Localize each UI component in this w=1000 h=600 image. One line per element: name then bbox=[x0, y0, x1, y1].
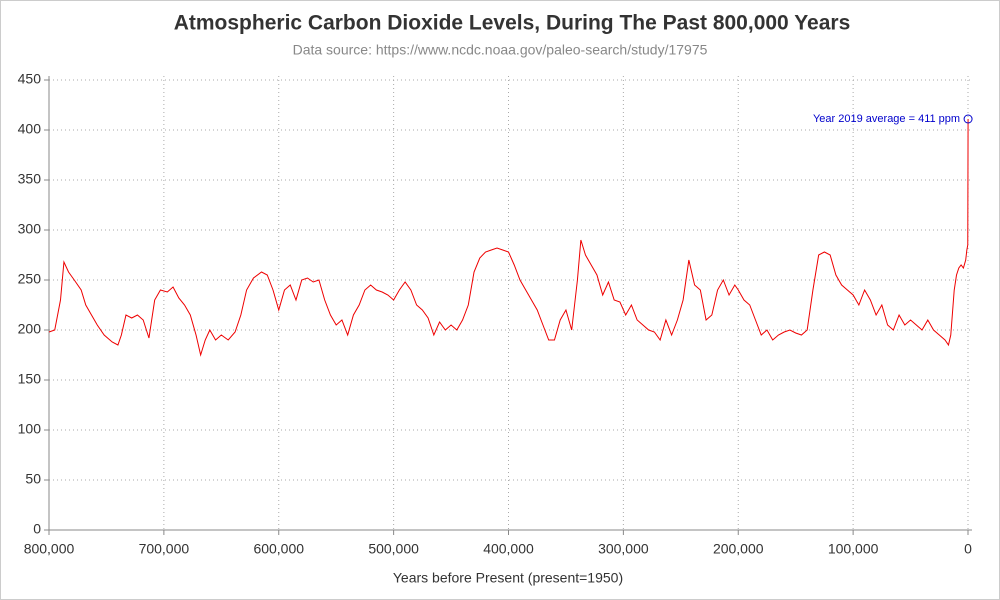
annotation: Year 2019 average = 411 ppm bbox=[813, 113, 960, 125]
x-tick-label: 100,000 bbox=[828, 541, 879, 557]
x-tick-label: 200,000 bbox=[713, 541, 764, 557]
y-tick-label: 50 bbox=[25, 471, 41, 487]
x-tick-label: 0 bbox=[964, 541, 972, 557]
x-tick-label: 700,000 bbox=[139, 541, 190, 557]
x-tick-label: 500,000 bbox=[368, 541, 419, 557]
point-marker bbox=[963, 114, 973, 124]
y-tick-label: 200 bbox=[18, 321, 42, 337]
y-tick-label: 100 bbox=[18, 421, 42, 437]
x-tick-label: 400,000 bbox=[483, 541, 534, 557]
data-line bbox=[48, 118, 969, 357]
y-tick-label: 350 bbox=[18, 171, 42, 187]
y-tick-label: 250 bbox=[18, 271, 42, 287]
y-tick-label: 0 bbox=[33, 521, 41, 537]
x-tick-label: 300,000 bbox=[598, 541, 649, 557]
chart-subtitle: Data source: https://www.ncdc.noaa.gov/p… bbox=[293, 42, 708, 58]
y-tick-label: 300 bbox=[18, 221, 42, 237]
chart-title: Atmospheric Carbon Dioxide Levels, Durin… bbox=[174, 12, 851, 35]
x-tick-label: 600,000 bbox=[253, 541, 304, 557]
x-tick-label: 800,000 bbox=[24, 541, 75, 557]
y-tick-label: 400 bbox=[18, 121, 42, 137]
x-axis-label: Years before Present (present=1950) bbox=[393, 570, 623, 586]
y-tick-label: 450 bbox=[18, 71, 42, 87]
y-tick-label: 150 bbox=[18, 371, 42, 387]
